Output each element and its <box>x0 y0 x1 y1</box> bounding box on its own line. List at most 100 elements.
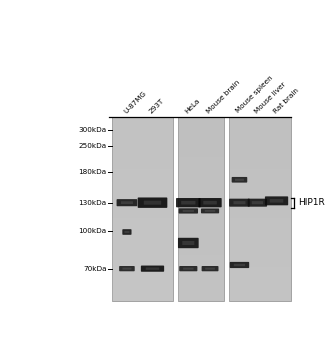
Bar <box>178 151 224 154</box>
Bar <box>178 118 224 120</box>
FancyBboxPatch shape <box>205 210 215 212</box>
Bar <box>229 224 291 228</box>
Bar <box>229 218 291 221</box>
Bar <box>178 240 224 243</box>
Bar <box>112 175 173 178</box>
Bar <box>112 178 173 182</box>
Bar <box>112 142 173 145</box>
Bar <box>229 173 291 175</box>
Bar <box>112 136 173 139</box>
Bar <box>178 209 224 212</box>
Bar <box>112 228 173 230</box>
Bar <box>229 200 291 203</box>
Bar <box>178 118 224 301</box>
Bar <box>178 249 224 252</box>
FancyBboxPatch shape <box>229 199 250 207</box>
Bar <box>112 243 173 246</box>
FancyBboxPatch shape <box>178 238 199 248</box>
Bar <box>178 197 224 200</box>
Bar <box>112 288 173 292</box>
Bar <box>229 185 291 188</box>
Bar <box>112 230 173 233</box>
Bar <box>112 249 173 252</box>
Bar <box>178 233 224 237</box>
FancyBboxPatch shape <box>203 201 217 204</box>
Bar <box>229 264 291 267</box>
Bar <box>178 206 224 209</box>
Bar <box>112 261 173 264</box>
Bar <box>229 166 291 169</box>
Bar <box>112 270 173 273</box>
Bar <box>112 127 173 130</box>
Bar <box>178 215 224 218</box>
Text: 293T: 293T <box>148 97 165 114</box>
Bar <box>229 163 291 166</box>
FancyBboxPatch shape <box>116 199 137 206</box>
Bar <box>229 133 291 136</box>
FancyBboxPatch shape <box>141 266 164 272</box>
Bar <box>229 118 291 301</box>
Bar <box>178 191 224 194</box>
Bar <box>178 182 224 185</box>
Bar <box>229 243 291 246</box>
FancyBboxPatch shape <box>122 229 132 235</box>
Bar <box>178 218 224 221</box>
Bar <box>229 154 291 157</box>
Bar <box>112 209 173 212</box>
FancyBboxPatch shape <box>232 177 247 183</box>
Bar <box>112 148 173 151</box>
Bar <box>178 273 224 276</box>
Text: HIP1R: HIP1R <box>298 198 325 207</box>
Bar <box>178 286 224 288</box>
Bar <box>229 124 291 127</box>
Text: Rat brain: Rat brain <box>272 87 300 114</box>
Bar <box>178 142 224 145</box>
Bar <box>112 276 173 279</box>
Bar <box>229 237 291 240</box>
Bar <box>178 292 224 295</box>
Bar <box>229 246 291 249</box>
Bar <box>229 178 291 182</box>
Bar <box>112 246 173 249</box>
FancyBboxPatch shape <box>179 208 198 214</box>
Bar <box>112 258 173 261</box>
Bar <box>178 133 224 136</box>
Bar <box>112 237 173 240</box>
Bar <box>229 130 291 133</box>
Bar <box>178 178 224 182</box>
Bar <box>112 286 173 288</box>
Bar <box>112 166 173 169</box>
FancyBboxPatch shape <box>138 197 167 208</box>
Bar <box>112 255 173 258</box>
Bar <box>112 240 173 243</box>
FancyBboxPatch shape <box>122 268 131 270</box>
Text: 100kDa: 100kDa <box>78 228 107 234</box>
Bar <box>112 160 173 163</box>
Bar <box>112 200 173 203</box>
Bar <box>178 264 224 267</box>
FancyBboxPatch shape <box>230 262 249 268</box>
Bar <box>229 288 291 292</box>
Bar <box>112 191 173 194</box>
Bar <box>112 194 173 197</box>
Bar <box>229 139 291 142</box>
Bar <box>229 292 291 295</box>
Bar <box>229 270 291 273</box>
Bar <box>178 127 224 130</box>
Bar <box>229 230 291 233</box>
Bar <box>178 124 224 127</box>
Bar <box>112 182 173 185</box>
Bar <box>229 276 291 279</box>
Text: Mouse liver: Mouse liver <box>253 80 287 114</box>
FancyBboxPatch shape <box>234 264 245 266</box>
Bar <box>229 252 291 255</box>
Bar <box>112 188 173 191</box>
Bar <box>178 148 224 151</box>
Bar <box>229 203 291 206</box>
Bar <box>229 188 291 191</box>
Bar <box>112 157 173 160</box>
Bar <box>112 203 173 206</box>
Bar <box>229 267 291 270</box>
Bar <box>229 169 291 173</box>
Bar <box>229 261 291 264</box>
